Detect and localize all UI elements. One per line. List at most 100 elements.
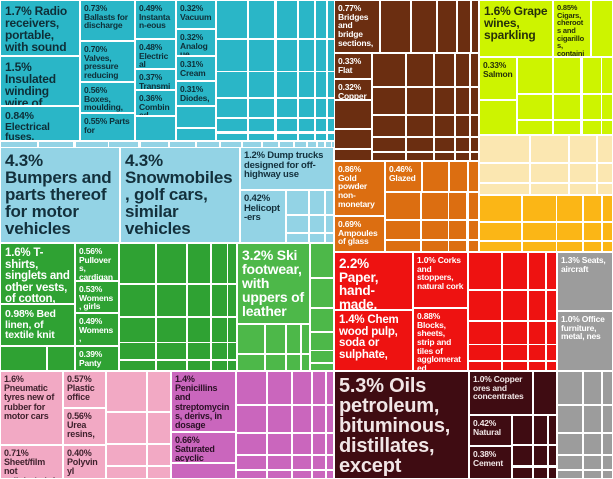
treemap-cell[interactable]	[216, 71, 248, 98]
treemap-cell[interactable]	[227, 317, 237, 343]
treemap-cell[interactable]	[470, 115, 479, 137]
treemap-cell-labeled[interactable]: 0.31% Diodes,	[176, 81, 216, 106]
treemap-cell[interactable]	[602, 371, 613, 405]
treemap-cell[interactable]	[334, 149, 372, 161]
treemap-cell[interactable]	[471, 0, 479, 53]
treemap-cell[interactable]	[517, 94, 553, 120]
treemap-cell[interactable]	[583, 222, 602, 241]
treemap-cell-labeled[interactable]: 0.86% Gold powder non-monetary	[334, 161, 385, 216]
treemap-cell[interactable]	[553, 120, 581, 135]
treemap-cell[interactable]	[292, 405, 312, 433]
treemap-cell-labeled[interactable]: 0.36% Combined	[135, 90, 176, 116]
treemap-cell-labeled[interactable]: 1.6% Pneumatic tyres new of rubber for m…	[0, 371, 63, 445]
treemap-cell[interactable]	[406, 115, 434, 137]
treemap-cell[interactable]	[502, 252, 528, 290]
treemap-cell[interactable]	[434, 137, 455, 152]
treemap-cell[interactable]	[557, 405, 583, 433]
treemap-cell[interactable]	[583, 405, 602, 433]
treemap-cell[interactable]	[372, 87, 406, 115]
treemap-cell[interactable]	[119, 342, 156, 360]
treemap-cell-labeled[interactable]: 0.71% Sheet/film not cellular/reinf poly…	[0, 445, 63, 479]
treemap-cell-labeled[interactable]: 0.49% Womens,	[75, 313, 119, 346]
treemap-cell[interactable]	[236, 433, 267, 455]
treemap-cell[interactable]	[298, 0, 315, 39]
treemap-cell[interactable]	[326, 433, 334, 455]
treemap-cell[interactable]	[546, 321, 557, 345]
treemap-cell[interactable]	[546, 344, 557, 361]
treemap-cell[interactable]	[119, 360, 156, 371]
treemap-cell[interactable]	[528, 344, 546, 361]
treemap-cell[interactable]	[312, 455, 326, 470]
treemap-cell[interactable]	[372, 53, 406, 87]
treemap-cell[interactable]	[106, 412, 147, 444]
treemap-cell[interactable]	[309, 190, 325, 215]
treemap-cell-labeled[interactable]: 0.77% Bridges and bridge sections,	[334, 0, 380, 53]
treemap-cell[interactable]	[522, 195, 557, 222]
treemap-cell[interactable]	[236, 455, 267, 470]
treemap-cell-labeled[interactable]: 0.33% Salmon	[479, 57, 517, 100]
treemap-cell[interactable]	[528, 290, 546, 321]
treemap-cell[interactable]	[548, 445, 557, 466]
treemap-cell[interactable]	[119, 243, 156, 284]
treemap-cell-labeled[interactable]: 0.56% Boxes, moulding,	[80, 82, 135, 113]
treemap-cell[interactable]	[597, 183, 613, 195]
treemap-cell[interactable]	[298, 71, 315, 98]
treemap-cell[interactable]	[597, 163, 613, 183]
treemap-cell-labeled[interactable]: 0.69% Ampoules of glass	[334, 216, 385, 252]
treemap-cell[interactable]	[455, 53, 470, 87]
treemap-cell[interactable]	[315, 133, 327, 141]
treemap-cell[interactable]	[312, 405, 326, 433]
treemap-cell[interactable]	[557, 433, 583, 455]
treemap-cell[interactable]	[479, 241, 522, 252]
treemap-cell[interactable]	[556, 222, 583, 241]
treemap-cell-labeled[interactable]: 0.32% Analogue	[176, 29, 216, 56]
treemap-cell[interactable]	[468, 192, 479, 220]
treemap-cell[interactable]	[530, 135, 569, 163]
treemap-cell[interactable]	[557, 371, 583, 405]
treemap-cell[interactable]	[326, 371, 334, 405]
treemap-cell[interactable]	[455, 152, 470, 161]
treemap-cell[interactable]	[468, 220, 479, 240]
treemap-cell-labeled[interactable]: 1.3% Seats, aircraft	[557, 252, 613, 311]
treemap-cell-labeled[interactable]: 0.98% Bed linen, of textile knit	[0, 304, 75, 346]
treemap-cell[interactable]	[227, 342, 237, 360]
treemap-cell-labeled[interactable]: 0.85% Cigars, cheroots and cigarillos, c…	[553, 0, 591, 57]
treemap-cell[interactable]	[135, 116, 176, 141]
treemap-cell[interactable]	[457, 0, 471, 53]
treemap-cell[interactable]	[583, 371, 602, 405]
treemap-cell[interactable]	[211, 317, 228, 343]
treemap-cell[interactable]	[601, 94, 613, 120]
treemap-cell[interactable]	[582, 120, 602, 135]
treemap-cell-labeled[interactable]: 0.37% Transmission	[135, 69, 176, 90]
treemap-cell[interactable]	[522, 222, 557, 241]
treemap-cell[interactable]	[530, 183, 569, 195]
treemap-cell[interactable]	[156, 243, 187, 284]
treemap-cell[interactable]	[449, 161, 468, 192]
treemap-cell[interactable]	[479, 163, 530, 183]
treemap-cell-labeled[interactable]: 0.53% Womens, girls	[75, 281, 119, 313]
treemap-cell[interactable]	[602, 195, 613, 222]
treemap-cell[interactable]	[248, 98, 275, 118]
treemap-cell[interactable]	[479, 222, 522, 241]
treemap-cell-labeled[interactable]: 1.5% Insulated winding wire of copper	[0, 56, 80, 106]
treemap-cell[interactable]	[276, 133, 298, 141]
treemap-cell[interactable]	[315, 98, 327, 118]
treemap-cell[interactable]	[597, 135, 613, 163]
treemap-cell[interactable]	[479, 135, 530, 163]
treemap-cell[interactable]	[248, 71, 275, 98]
treemap-cell[interactable]	[528, 361, 546, 371]
treemap-cell-labeled[interactable]: 0.42% Helicopt-ers	[240, 190, 286, 243]
treemap-cell[interactable]	[602, 222, 613, 241]
treemap-cell[interactable]	[315, 0, 327, 39]
treemap-cell-labeled[interactable]: 0.57% Plastic office	[63, 371, 106, 408]
treemap-cell[interactable]	[533, 415, 548, 445]
treemap-cell[interactable]	[286, 324, 301, 354]
treemap-cell[interactable]	[557, 470, 583, 479]
treemap-cell-labeled[interactable]: 0.84% Electrical fuses,	[0, 106, 80, 141]
treemap-cell[interactable]	[334, 100, 372, 129]
treemap-cell[interactable]	[292, 371, 312, 405]
treemap-cell[interactable]	[601, 57, 613, 94]
treemap-cell[interactable]	[502, 290, 528, 321]
treemap-cell[interactable]	[216, 118, 248, 132]
treemap-cell[interactable]	[292, 470, 312, 479]
